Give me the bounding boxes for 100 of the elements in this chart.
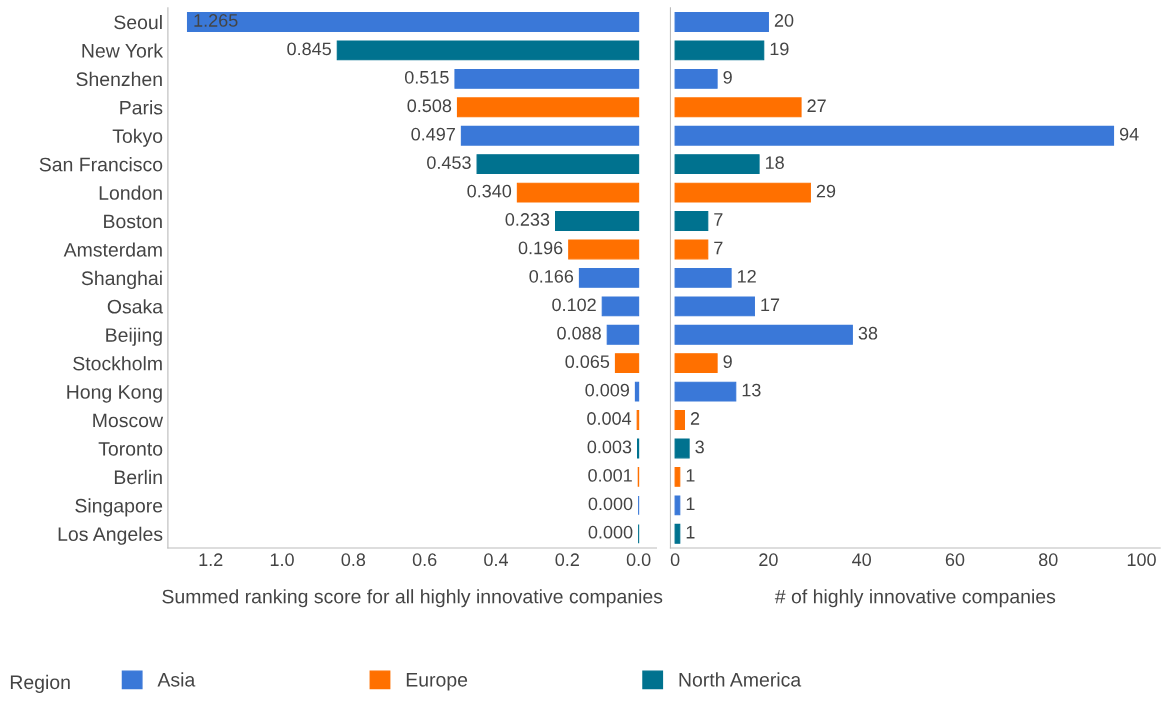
data-label: 0.004	[587, 412, 632, 425]
legend-label: North America	[679, 672, 802, 687]
y-tick-label: Boston	[104, 214, 162, 229]
data-label: 0.508	[407, 99, 452, 113]
bar	[674, 12, 769, 32]
x-tick-label: 0	[670, 553, 680, 567]
y-tick-label: Hong Kong	[67, 385, 162, 403]
y-tick-label: Shanghai	[81, 270, 162, 289]
x-tick-label: 1.2	[199, 553, 223, 566]
data-label: 0.003	[587, 440, 632, 454]
bar	[476, 154, 640, 175]
data-label: 94	[1119, 127, 1139, 141]
x-tick-label: 0.2	[555, 553, 579, 567]
legend-title: Region	[10, 674, 70, 693]
x-axis-title: Summed ranking score for all highly innovative companies	[162, 589, 663, 608]
bar	[568, 239, 640, 260]
bar	[674, 40, 765, 61]
y-tick-label: Shenzhen	[76, 71, 162, 87]
bar	[454, 68, 640, 89]
legend-label: Asia	[157, 672, 196, 687]
x-tick-label: 0.8	[341, 553, 366, 567]
bar	[674, 267, 732, 288]
bar	[336, 40, 640, 61]
data-label: 3	[695, 440, 704, 454]
bar	[674, 523, 681, 544]
data-label: 19	[770, 42, 789, 56]
data-label: 9	[723, 70, 732, 84]
data-label: 0.845	[287, 42, 331, 56]
y-tick-label: Toronto	[98, 442, 163, 456]
bar	[674, 211, 709, 231]
bar	[606, 324, 640, 345]
data-label: 0.088	[557, 326, 601, 340]
y-tick-label: Singapore	[75, 498, 163, 517]
data-label: 2	[690, 412, 700, 425]
y-tick-label: Beijing	[106, 327, 162, 346]
data-label: 20	[774, 14, 794, 27]
bar	[674, 125, 1115, 146]
bar	[674, 466, 681, 487]
y-tick-label: Los Angeles	[58, 526, 163, 545]
bar	[674, 296, 755, 317]
data-label: 29	[816, 184, 836, 198]
bar	[674, 353, 718, 374]
bar	[674, 68, 718, 89]
x-tick-label: 80	[1038, 553, 1058, 567]
bar	[674, 495, 681, 516]
x-tick-label: 100	[1127, 553, 1156, 567]
data-label: 12	[738, 269, 756, 283]
data-label: 0.340	[467, 184, 512, 198]
x-axis-title: # of highly innovative companies	[774, 589, 1056, 608]
bar	[674, 324, 853, 345]
data-label: 1.265	[194, 14, 238, 27]
data-label: 0.102	[552, 298, 596, 312]
x-tick-label: 20	[759, 553, 778, 567]
y-tick-label: Berlin	[114, 469, 162, 485]
data-label: 0.166	[529, 269, 574, 283]
data-label: 17	[761, 298, 780, 311]
data-label: 27	[807, 99, 826, 112]
x-tick-label: 40	[852, 553, 872, 567]
x-tick-label: 0.4	[484, 553, 509, 567]
y-tick-label: Seoul	[114, 14, 162, 30]
bar	[578, 267, 640, 288]
bar	[614, 353, 640, 374]
bar	[601, 296, 640, 317]
data-label: 0.196	[518, 241, 563, 255]
data-label: 0.497	[411, 127, 455, 141]
data-label: 38	[858, 326, 878, 340]
data-label: 7	[714, 241, 723, 255]
legend-label: Europe	[406, 673, 468, 691]
x-tick-label: 60	[945, 553, 965, 567]
y-tick-label: Paris	[120, 100, 163, 115]
data-label: 18	[766, 156, 784, 170]
y-tick-label: Moscow	[93, 413, 164, 428]
data-label: 0.009	[585, 383, 630, 397]
bar	[516, 182, 640, 203]
y-tick-label: London	[99, 185, 162, 200]
bar	[674, 239, 709, 260]
bar	[456, 97, 640, 118]
y-tick-label: New York	[82, 43, 164, 58]
y-tick-label: San Francisco	[39, 157, 163, 172]
bar	[554, 211, 640, 231]
bar	[460, 125, 640, 146]
data-label: 1	[686, 497, 695, 511]
data-label: 13	[742, 383, 761, 397]
data-label: 0.001	[588, 468, 632, 482]
bar	[674, 438, 690, 459]
x-tick-label: 0.0	[626, 553, 651, 567]
bar	[186, 12, 640, 32]
bar	[674, 410, 685, 430]
data-label: 0.065	[565, 355, 610, 369]
y-tick-label: Stockholm	[73, 356, 162, 371]
bar	[634, 381, 640, 402]
bar	[674, 381, 737, 402]
bar	[674, 97, 802, 118]
data-label: 0.233	[505, 213, 550, 226]
data-label: 1	[686, 526, 695, 539]
data-label: 9	[723, 355, 732, 369]
data-label: 0.000	[588, 497, 633, 511]
x-tick-label: 1.0	[270, 553, 294, 567]
bar	[674, 154, 760, 175]
data-label: 0.515	[404, 70, 449, 84]
